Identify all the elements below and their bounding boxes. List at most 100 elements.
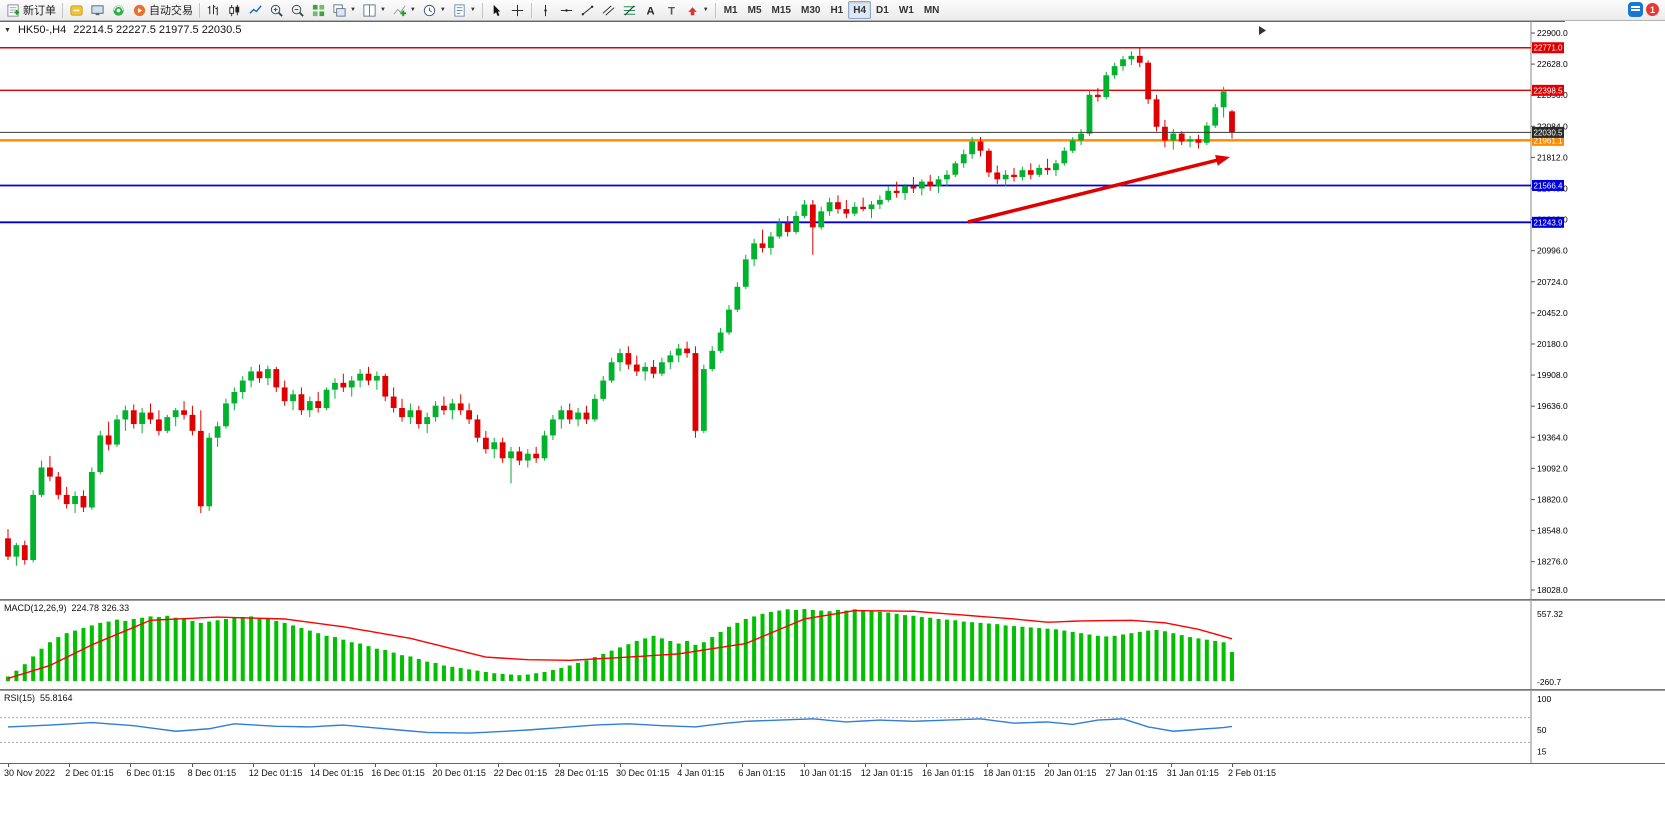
notifications[interactable]: 1 <box>1628 2 1659 17</box>
trendline-icon <box>581 5 594 15</box>
bars-chart-button[interactable] <box>203 1 224 19</box>
support-line-21961-badge <box>1532 134 1564 146</box>
price-axis-label: 20996.0 <box>1537 246 1568 256</box>
dropdown-caret-icon[interactable]: ▼ <box>409 7 416 13</box>
cursor-button[interactable] <box>486 1 507 19</box>
time-axis-label: 16 Dec 01:15 <box>371 768 425 778</box>
time-axis-label: 28 Dec 01:15 <box>554 768 609 778</box>
bars-icon <box>207 4 218 15</box>
timeframe-button-w1[interactable]: W1 <box>898 4 914 16</box>
tile-windows-icon <box>312 4 325 16</box>
timeframe-button-h4[interactable]: H4 <box>848 1 872 19</box>
timeframe-button-m30[interactable]: M30 <box>800 4 821 16</box>
autotrading-button[interactable]: 自动交易 <box>129 1 196 19</box>
time-axis-label: 12 Dec 01:15 <box>248 768 303 778</box>
tile-windows-button[interactable] <box>308 1 329 19</box>
rsi-pane-splitter[interactable] <box>0 689 1665 691</box>
price-pane[interactable]: 22900.022628.022356.022084.021812.021540… <box>0 21 1665 599</box>
timeframe-button-m1[interactable]: M1 <box>723 4 738 16</box>
periods-button[interactable]: ▼ <box>419 1 449 19</box>
new-order-icon <box>7 3 20 17</box>
chart-profile-button[interactable] <box>87 1 108 19</box>
templates-button[interactable]: ▼ <box>449 1 479 19</box>
timeframe-button-m15[interactable]: M15 <box>771 4 791 16</box>
timeframe-button-h1[interactable]: H1 <box>830 4 844 16</box>
candlestick-chart-button[interactable] <box>224 1 245 19</box>
price-axis-label: 19908.0 <box>1537 370 1568 380</box>
resistance-line-22771-badge <box>1532 42 1564 54</box>
chart-window: 22900.022628.022356.022084.021812.021540… <box>0 21 1665 781</box>
time-tick <box>803 764 805 767</box>
trend-arrow-head <box>1215 155 1230 166</box>
price-axis-label: 19092.0 <box>1537 463 1568 473</box>
macd-pane-splitter[interactable] <box>0 599 1665 601</box>
arrange-windows-button[interactable]: ▼ <box>359 1 389 19</box>
time-axis[interactable]: 30 Nov 2022 2 Dec 01:15 6 Dec 01:15 8 Dec 0… <box>0 763 1665 781</box>
time-tick <box>1048 764 1050 767</box>
arrows-button[interactable]: ▼ <box>682 1 712 19</box>
price-badge-label: 21961.1 <box>1534 136 1563 145</box>
horizontal-line-button[interactable] <box>556 1 577 19</box>
dropdown-caret-icon[interactable]: ▼ <box>439 7 446 13</box>
timeframe-button-m5[interactable]: M5 <box>747 4 762 16</box>
text-button[interactable]: A <box>640 1 661 19</box>
time-tick <box>1109 764 1111 767</box>
svg-text:A: A <box>646 5 654 17</box>
time-axis-label: 30 Dec 01:15 <box>616 768 670 778</box>
macd-axis-min: -260.7 <box>1537 677 1561 687</box>
trend-arrow[interactable] <box>967 157 1223 224</box>
time-tick <box>926 764 927 767</box>
chat-icon[interactable] <box>1628 2 1643 17</box>
dropdown-caret-icon[interactable]: ▼ <box>350 7 356 13</box>
time-axis-label: 2 Dec 01:15 <box>65 768 114 778</box>
price-axis-label: 22084.0 <box>1537 121 1568 131</box>
metaeditor-button[interactable] <box>66 1 87 19</box>
text-label-button[interactable]: T <box>661 1 682 19</box>
signals-button[interactable] <box>108 1 129 19</box>
price-axis-label: 20452.0 <box>1537 308 1568 318</box>
zoom-in-button[interactable] <box>266 1 287 19</box>
new-order-button[interactable]: 新订单 <box>3 1 59 19</box>
dropdown-caret-icon[interactable]: ▼ <box>702 7 709 13</box>
rsi-axis-label: 100 <box>1537 694 1551 704</box>
fibonacci-button[interactable] <box>619 1 640 19</box>
chart-shift-marker[interactable] <box>1259 26 1266 35</box>
time-tick <box>987 764 989 767</box>
cascade-windows-button[interactable]: ▼ <box>329 1 359 19</box>
support-line-21566-badge <box>1532 179 1564 191</box>
line-chart-button[interactable] <box>245 1 266 19</box>
rsi-pane[interactable]: 100 50 15 RSI(15) 55.8164 <box>0 691 1665 763</box>
channel-button[interactable] <box>598 1 619 19</box>
time-tick <box>314 764 315 767</box>
time-tick <box>8 764 9 767</box>
time-tick <box>375 764 377 767</box>
autotrading-icon <box>133 4 146 16</box>
time-tick <box>742 764 744 767</box>
line-chart-icon <box>249 4 262 14</box>
timeframe-button-d1[interactable]: D1 <box>876 4 889 16</box>
time-axis-label: 16 Jan 01:15 <box>922 768 975 778</box>
time-axis-label: 22 Dec 01:15 <box>493 768 548 778</box>
dropdown-caret-icon[interactable]: ▼ <box>379 7 386 13</box>
time-axis-label: 27 Jan 01:15 <box>1105 768 1158 778</box>
candles <box>5 47 1235 566</box>
macd-pane[interactable]: 557.32 -260.7 MACD(12,26,9) 224.78 326.33 <box>0 601 1665 689</box>
indicators-button[interactable]: ▼ <box>389 1 419 19</box>
macd-histogram <box>6 609 1234 681</box>
crosshair-button[interactable] <box>507 1 528 19</box>
price-axis-label: 20180.0 <box>1537 339 1568 349</box>
timeframe-button-mn[interactable]: MN <box>923 4 940 16</box>
trendline-button[interactable] <box>577 1 598 19</box>
collapse-icon[interactable]: ▼ <box>4 26 11 34</box>
time-tick <box>620 764 621 767</box>
resistance-line-22398-badge <box>1532 84 1564 96</box>
vertical-line-button[interactable] <box>535 1 556 19</box>
price-axis-label: 22900.0 <box>1537 28 1568 38</box>
zoom-out-button[interactable] <box>287 1 308 19</box>
dropdown-caret-icon[interactable]: ▼ <box>469 7 476 13</box>
price-axis-label: 18820.0 <box>1537 494 1568 504</box>
label-icon: T <box>668 5 675 17</box>
time-tick <box>497 764 499 767</box>
candles-icon <box>229 4 240 16</box>
